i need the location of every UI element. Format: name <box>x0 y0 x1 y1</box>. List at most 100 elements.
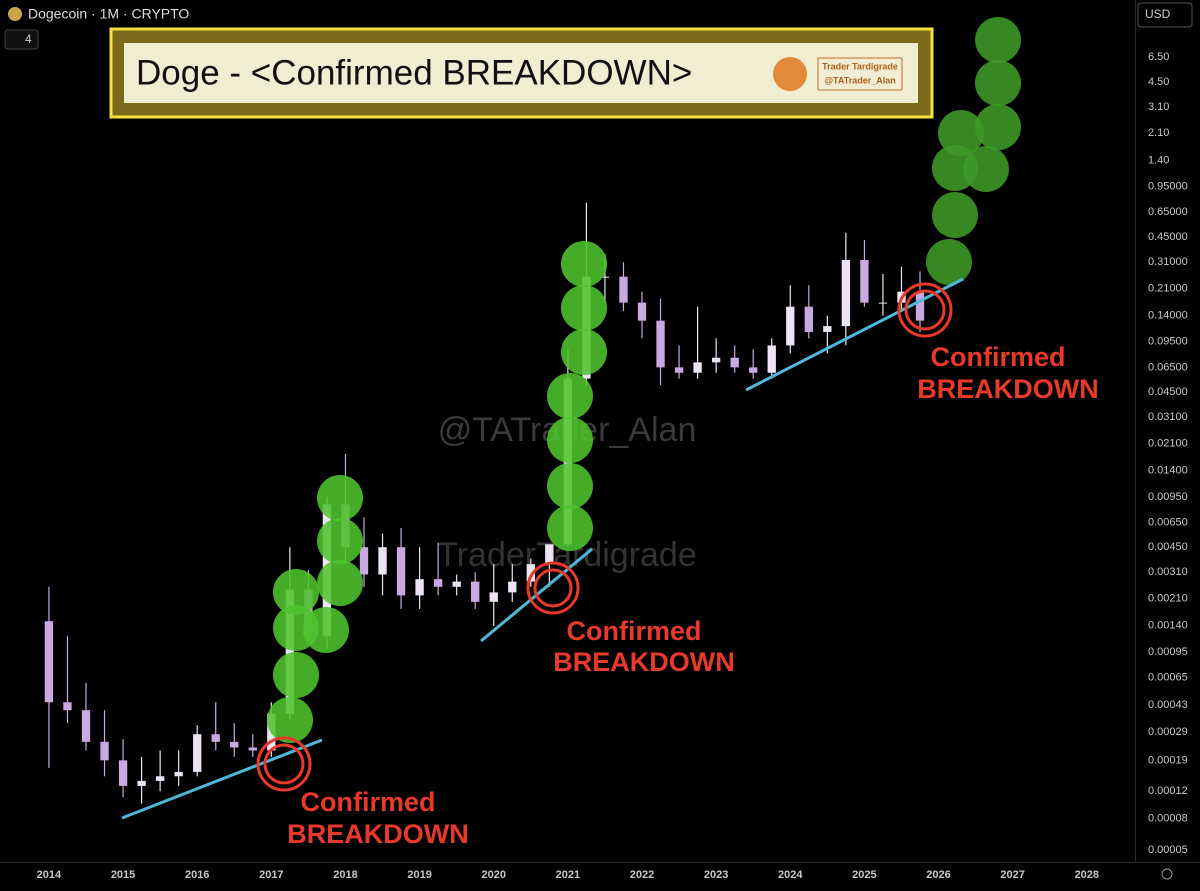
candle-body <box>44 621 54 703</box>
candle-body <box>804 306 813 332</box>
candle-body <box>155 776 165 781</box>
ring <box>256 736 312 792</box>
candle-body <box>452 581 461 587</box>
y-tick-label: 0.04500 <box>1148 386 1188 398</box>
candle-body <box>489 592 498 602</box>
y-tick-label: 4.50 <box>1148 76 1169 88</box>
banner-title: Doge - <Confirmed BREAKDOWN> <box>136 53 692 92</box>
candle-body <box>248 747 257 751</box>
candle-body <box>63 702 72 711</box>
breakdown-rings <box>256 282 953 792</box>
x-tick-label: 2017 <box>259 869 283 881</box>
candle-body <box>545 544 554 565</box>
candle-body <box>100 741 109 761</box>
currency-select[interactable] <box>1137 2 1193 28</box>
trendline <box>745 277 964 392</box>
y-tick-label: 0.00950 <box>1148 491 1188 503</box>
y-tick-label: 1.40 <box>1148 155 1169 167</box>
circle <box>561 285 607 331</box>
circle <box>547 505 593 551</box>
y-tick-label: 0.00012 <box>1148 785 1188 797</box>
y-tick-label: 0.65000 <box>1148 206 1188 218</box>
y-tick-label: 0.01400 <box>1148 465 1188 477</box>
circle <box>273 652 319 698</box>
candle-body <box>230 741 239 748</box>
y-tick-label: 0.00019 <box>1148 754 1188 766</box>
candle-body <box>600 276 610 278</box>
y-tick-label: 2.10 <box>1148 127 1169 139</box>
circle <box>926 239 972 285</box>
annotations: Confirmed BREAKDOWN Confirmed BREAKDOWN … <box>287 342 1099 849</box>
x-tick-label: 2024 <box>778 869 803 881</box>
circle <box>547 373 593 419</box>
symbol[interactable]: Dogecoin · 1M · CRYPTO <box>28 6 189 22</box>
circle <box>547 463 593 509</box>
y-tick-label: 0.00450 <box>1148 541 1188 553</box>
circle <box>975 60 1021 106</box>
y-tick-label: 0.03100 <box>1148 411 1188 423</box>
ring <box>897 282 953 338</box>
y-tick-label: 0.09500 <box>1148 336 1188 348</box>
candle-body <box>619 276 628 303</box>
candle-body <box>378 547 387 575</box>
candle-body <box>285 589 295 714</box>
circle <box>273 569 319 615</box>
ring <box>526 561 580 615</box>
annotation: BREAKDOWN <box>553 647 735 677</box>
candle-body <box>359 547 369 575</box>
x-tick-label: 2020 <box>481 869 505 881</box>
y-tick-label: 0.00008 <box>1148 813 1188 825</box>
circle <box>963 146 1009 192</box>
coin-icon <box>8 7 22 21</box>
projection-circles <box>267 241 607 743</box>
x-tick-label: 2022 <box>630 869 654 881</box>
circle <box>975 17 1021 63</box>
y-tick-label: 0.00210 <box>1148 592 1188 604</box>
y-tick-label: 0.00005 <box>1148 844 1188 856</box>
trendline <box>121 738 323 820</box>
y-tick-label: 0.00029 <box>1148 726 1188 738</box>
x-tick-label: 2019 <box>407 869 431 881</box>
projection-circles <box>926 17 1021 285</box>
candle-body <box>730 357 739 368</box>
y-tick-label: 0.06500 <box>1148 361 1188 373</box>
candle-body <box>174 771 183 777</box>
candle-body <box>711 357 721 363</box>
ring <box>533 568 573 608</box>
settings-icon[interactable] <box>1161 868 1173 880</box>
logo-icon <box>773 57 807 91</box>
logo-name: Trader Tardigrade <box>822 61 898 71</box>
circle <box>547 417 593 463</box>
candle-body <box>193 734 202 772</box>
candle-body <box>767 345 776 373</box>
annotation: BREAKDOWN <box>917 374 1099 404</box>
candle-body <box>508 581 517 593</box>
y-tick-label: 0.00140 <box>1148 620 1188 632</box>
candle-body <box>749 367 758 373</box>
y-tick-label: 3.10 <box>1148 101 1169 113</box>
y-tick-label: 0.00065 <box>1148 671 1188 683</box>
circle <box>317 560 363 606</box>
candle-body <box>860 260 869 303</box>
candle-body <box>118 760 128 786</box>
x-tick-label: 2026 <box>926 869 950 881</box>
candle-body <box>526 564 535 582</box>
candle-body <box>693 362 702 373</box>
logo-handle: @TATrader_Alan <box>824 75 895 85</box>
candle-body <box>915 291 925 321</box>
y-tick-label: 0.14000 <box>1148 310 1188 322</box>
y-tick-label: 0.00095 <box>1148 646 1188 658</box>
annotation: Confirmed <box>931 342 1066 372</box>
y-tick-label: 0.21000 <box>1148 282 1188 294</box>
y-tick-label: 0.31000 <box>1148 256 1188 268</box>
x-tick-label: 2028 <box>1075 869 1099 881</box>
indicator-toggle[interactable] <box>4 29 39 50</box>
y-tick-label: 6.50 <box>1148 51 1169 63</box>
y-tick-label: 0.45000 <box>1148 231 1188 243</box>
circle <box>938 110 984 156</box>
x-tick-label: 2016 <box>185 869 209 881</box>
circle <box>975 104 1021 150</box>
x-tick-label: 2018 <box>333 869 357 881</box>
ring <box>263 743 305 785</box>
